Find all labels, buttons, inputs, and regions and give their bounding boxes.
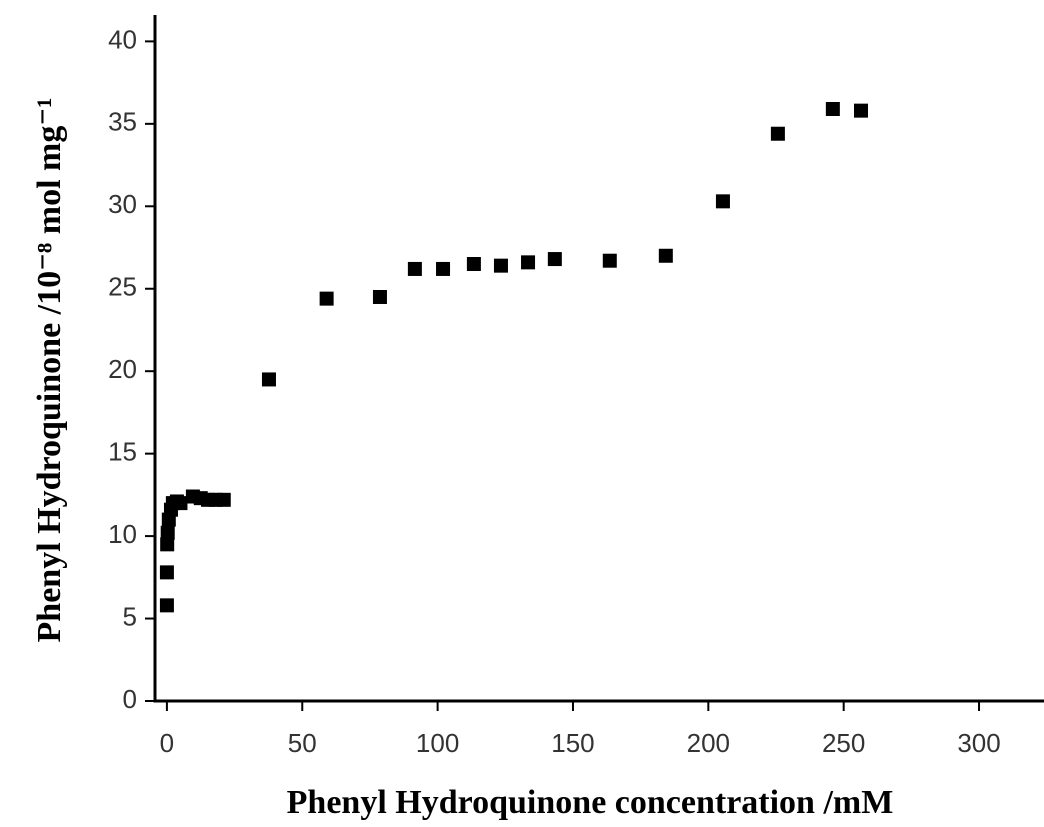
point bbox=[372, 289, 387, 304]
point bbox=[602, 253, 617, 268]
y-tick-label: 10 bbox=[108, 519, 137, 549]
y-tick-label: 15 bbox=[108, 437, 137, 467]
y-tick-label: 35 bbox=[108, 107, 137, 137]
y-tick-label: 5 bbox=[123, 601, 137, 631]
point bbox=[466, 257, 481, 272]
x-axis-title: Phenyl Hydroquinone concentration /mM bbox=[287, 784, 894, 821]
point bbox=[521, 255, 536, 270]
point bbox=[436, 261, 451, 276]
point bbox=[159, 598, 174, 613]
x-tick-label: 100 bbox=[416, 728, 459, 758]
x-tick-label: 150 bbox=[551, 728, 594, 758]
point bbox=[216, 492, 231, 507]
point bbox=[825, 101, 840, 116]
point bbox=[407, 261, 422, 276]
point bbox=[658, 248, 673, 263]
point bbox=[319, 291, 334, 306]
x-tick-label: 300 bbox=[957, 728, 1000, 758]
point bbox=[547, 252, 562, 267]
x-tick-label: 0 bbox=[160, 728, 174, 758]
point bbox=[159, 565, 174, 580]
point bbox=[854, 103, 869, 118]
y-tick-label: 0 bbox=[123, 684, 137, 714]
x-tick-label: 200 bbox=[687, 728, 730, 758]
y-tick-label: 25 bbox=[108, 272, 137, 302]
y-tick-label: 30 bbox=[108, 189, 137, 219]
point bbox=[261, 372, 276, 387]
point bbox=[160, 525, 175, 540]
y-axis-title: Phenyl Hydroquinone /10⁻⁸ mol mg⁻¹ bbox=[31, 98, 68, 643]
y-tick-label: 40 bbox=[108, 24, 137, 54]
point bbox=[160, 537, 175, 552]
point bbox=[715, 194, 730, 209]
point bbox=[493, 258, 508, 273]
y-tick-label: 20 bbox=[108, 354, 137, 384]
x-tick-label: 250 bbox=[822, 728, 865, 758]
x-tick-label: 50 bbox=[288, 728, 317, 758]
point bbox=[770, 126, 785, 141]
point bbox=[173, 496, 188, 511]
